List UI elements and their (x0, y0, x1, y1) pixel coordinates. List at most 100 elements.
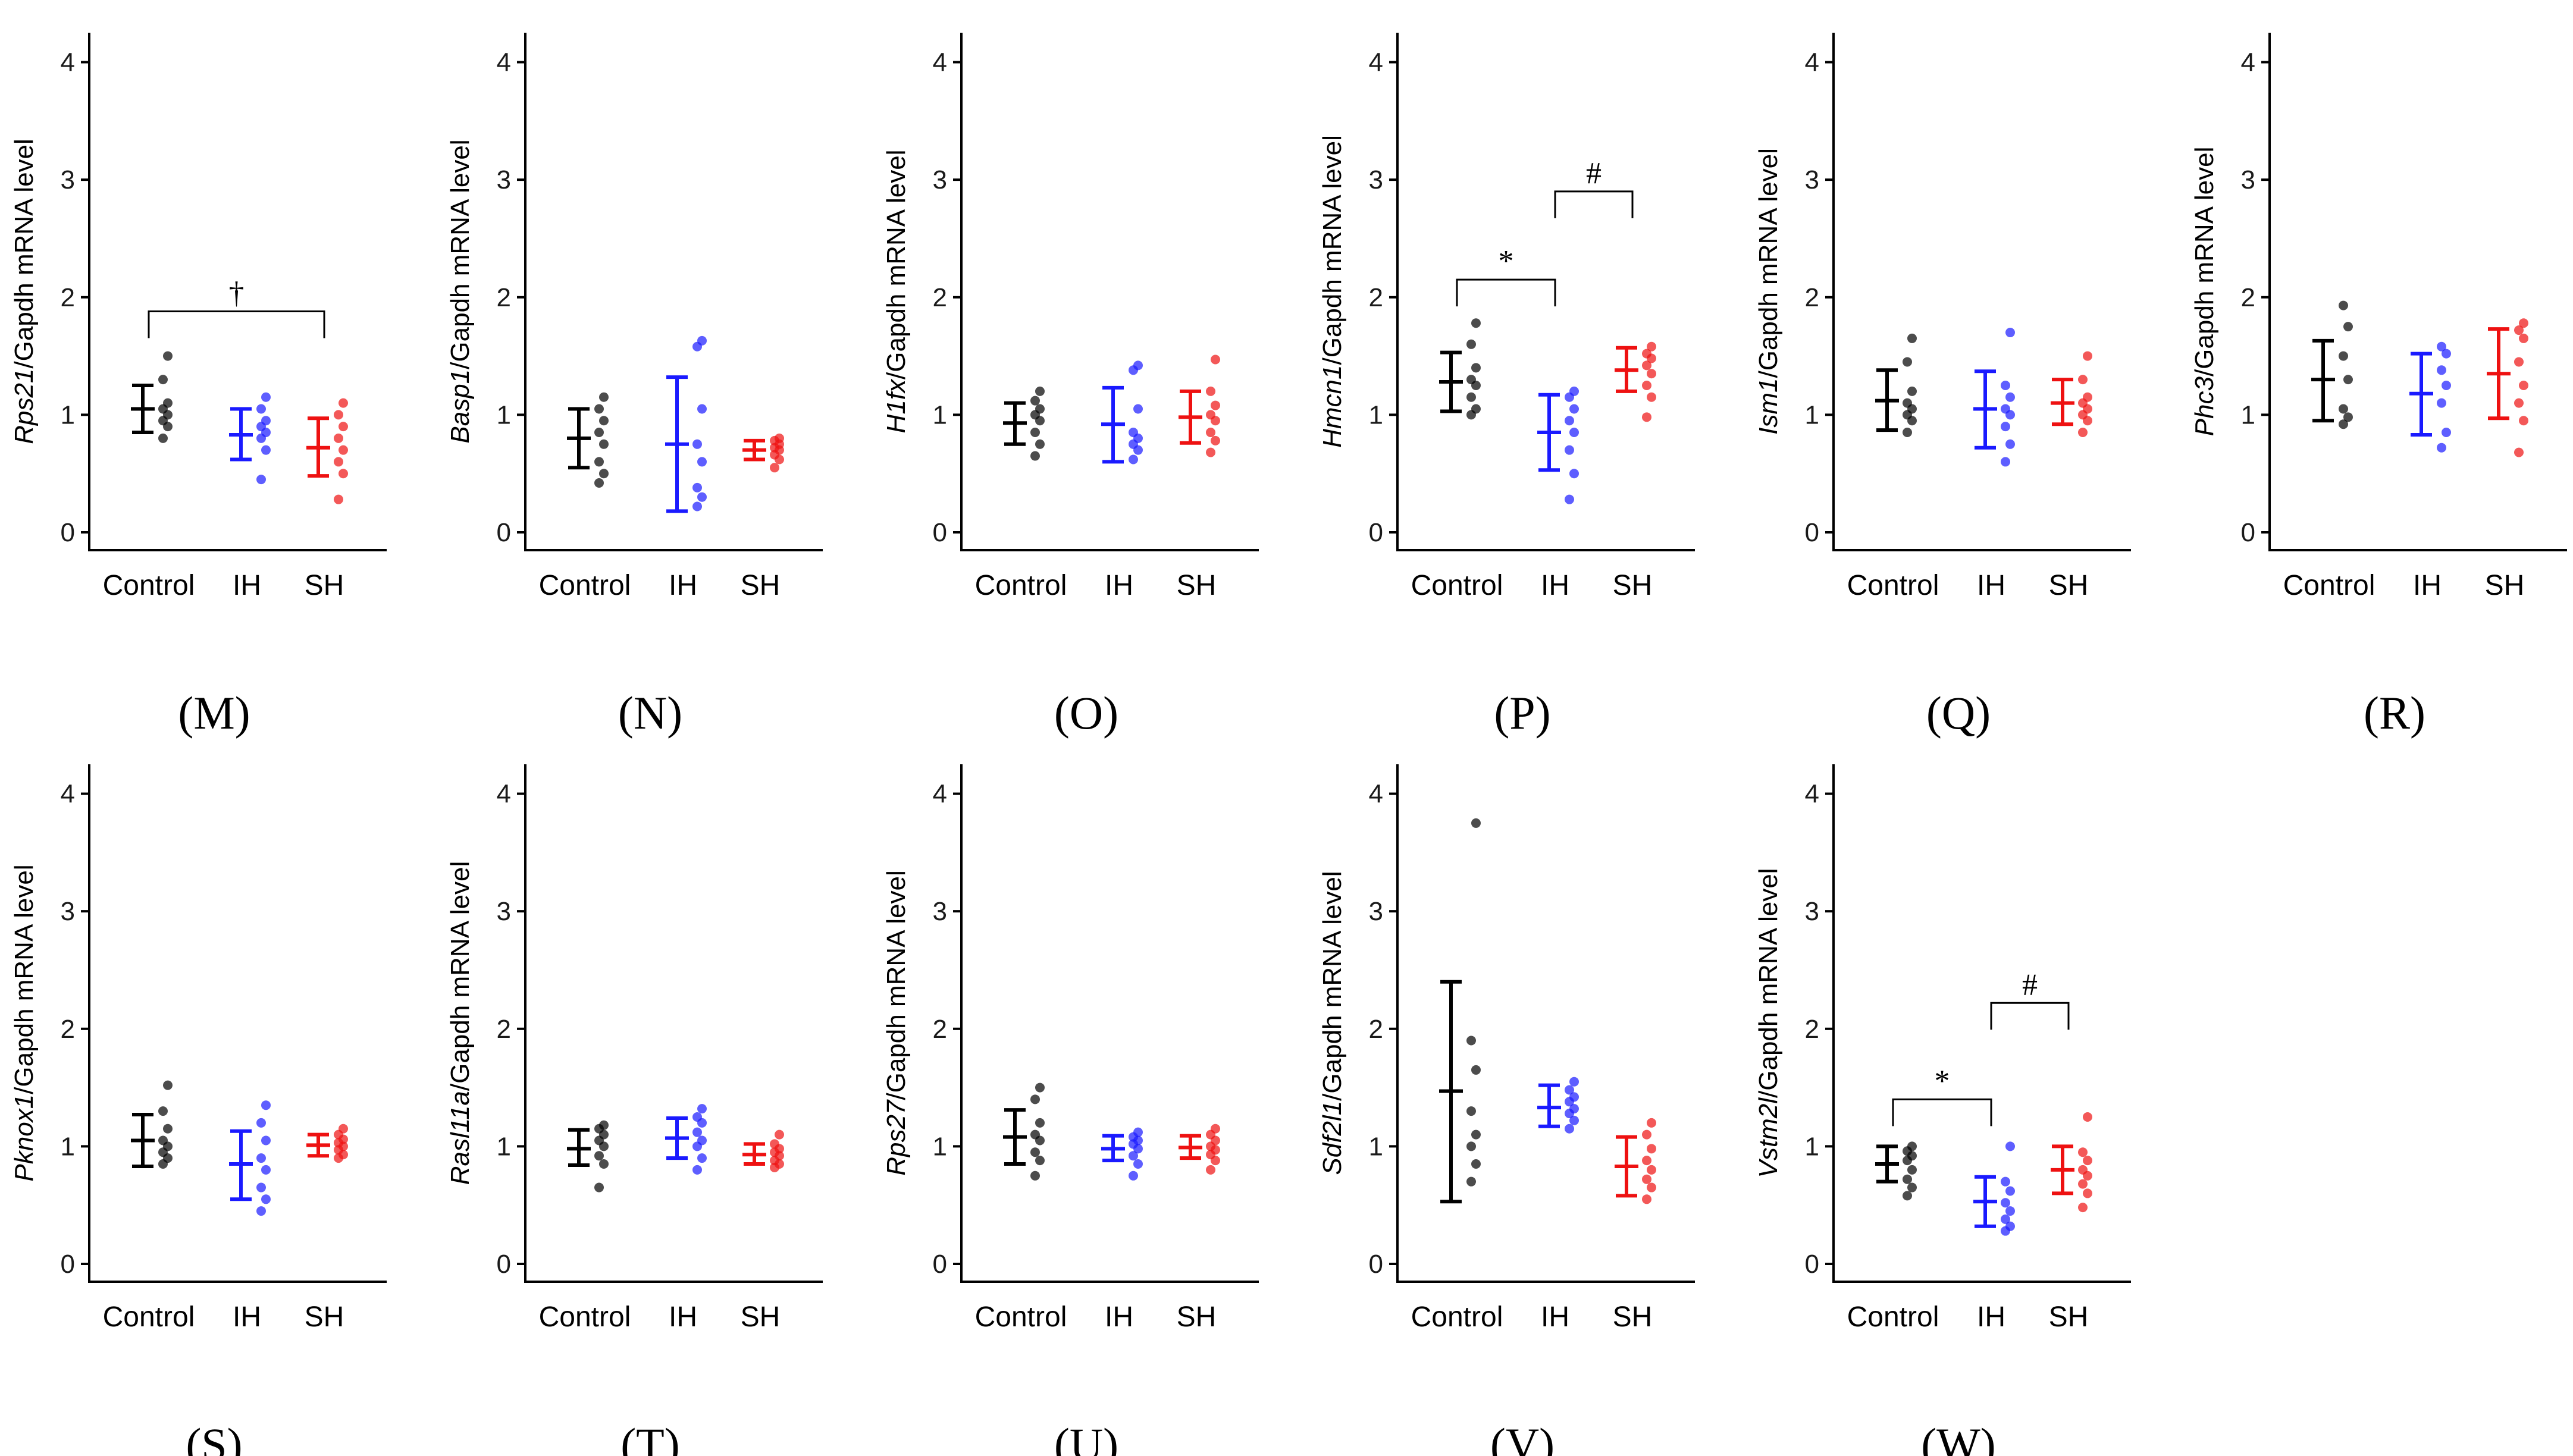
y-axis-suffix: /Gapdh mRNA level (10, 864, 39, 1094)
y-axis-gene: Rps21 (10, 369, 39, 444)
significance-marker: † (229, 276, 245, 310)
data-point (775, 1129, 784, 1140)
y-tick-label: 4 (1805, 780, 1819, 809)
y-tick-label: 4 (1369, 48, 1383, 77)
data-point (1129, 1171, 1138, 1181)
series-ih (1973, 1141, 2015, 1236)
data-point (2001, 404, 2010, 414)
y-tick-label: 1 (497, 400, 511, 429)
data-point (256, 475, 266, 485)
y-tick-label: 1 (1805, 1132, 1819, 1161)
y-tick-label: 0 (933, 518, 947, 547)
x-category-label: Control (2283, 570, 2375, 601)
y-axis-gene: H1fx (882, 378, 911, 433)
y-axis-label: Rasl11a/Gapdh mRNA level (446, 861, 475, 1185)
panel-label: (U) (1054, 1419, 1118, 1456)
data-point (1647, 1182, 1656, 1193)
data-point (1030, 451, 1040, 461)
panel-label: (V) (1490, 1419, 1555, 1456)
x-category-label: IH (1105, 1301, 1133, 1333)
y-tick-label: 1 (497, 1132, 511, 1161)
panel-rasl11a: 0 1 2 3 4 Control IH SH Rasl11a/Gapdh mRNA level… (446, 764, 823, 1456)
data-point (1907, 333, 1917, 343)
data-point (1206, 410, 1215, 420)
data-point (697, 457, 707, 467)
data-point (1569, 469, 1579, 479)
data-point (1907, 1182, 1917, 1193)
y-axis-suffix: /Gapdh mRNA level (1318, 135, 1347, 365)
data-point (692, 1127, 702, 1137)
y-tick-label: 3 (497, 897, 511, 926)
series-control (131, 351, 173, 443)
series-control (131, 1080, 173, 1169)
data-point (2339, 300, 2348, 310)
data-point (261, 1165, 271, 1175)
panel-phc3: 0 1 2 3 4 Control IH SH Phc3/Gapdh mRNA level (R) (2190, 33, 2567, 739)
data-point (1211, 400, 1220, 410)
data-point (697, 1153, 707, 1163)
data-point (692, 1112, 702, 1122)
y-tick-label: 0 (1369, 518, 1383, 547)
y-tick-label: 2 (1369, 283, 1383, 312)
data-point (1035, 386, 1045, 396)
significance-marker: # (1586, 156, 1602, 190)
y-tick-label: 1 (1369, 1132, 1383, 1161)
data-point (2078, 1203, 2088, 1213)
data-point (2005, 1186, 2015, 1196)
data-point (2005, 1206, 2015, 1216)
data-point (770, 463, 779, 473)
y-tick-label: 4 (61, 48, 75, 77)
data-point (775, 433, 784, 443)
x-category-label: IH (1541, 570, 1569, 601)
data-point (2442, 349, 2451, 359)
series-control (1439, 818, 1481, 1204)
data-point (2519, 318, 2528, 328)
data-point (1035, 1156, 1045, 1166)
series-ih (229, 1100, 271, 1216)
series-sh (1179, 1124, 1220, 1175)
x-category-label: IH (1977, 1301, 2005, 1333)
x-category-label: Control (1411, 570, 1503, 601)
data-point (2343, 322, 2353, 332)
significance-marker: # (2022, 968, 2038, 1002)
data-point (1569, 1115, 1579, 1125)
y-tick-label: 1 (1369, 400, 1383, 429)
y-tick-label: 0 (1805, 1250, 1819, 1279)
y-tick-label: 4 (1805, 48, 1819, 77)
data-point (1133, 1127, 1143, 1137)
series-sh (1179, 354, 1220, 457)
x-category-label: Control (1847, 570, 1939, 601)
data-point (2519, 416, 2528, 426)
data-point (256, 1182, 266, 1193)
y-tick-label: 3 (61, 165, 75, 194)
series-ih (2409, 341, 2451, 453)
data-point (2001, 1176, 2010, 1187)
y-tick-label: 2 (1805, 283, 1819, 312)
data-point (339, 398, 348, 408)
panel-label: (W) (1921, 1419, 1996, 1456)
series-ih (665, 335, 707, 513)
y-axis-gene: Hmcn1 (1318, 365, 1347, 448)
x-category-label: SH (2049, 1301, 2089, 1333)
series-control (1003, 1082, 1045, 1181)
y-axis-label: Basp1/Gapdh mRNA level (446, 139, 475, 443)
axis-lines (88, 764, 387, 1283)
x-category-label: Control (539, 570, 631, 601)
significance-bracket (1554, 190, 1634, 218)
x-category-label: IH (233, 1301, 261, 1333)
y-axis-suffix: /Gapdh mRNA level (882, 150, 911, 379)
y-axis-suffix: /Gapdh mRNA level (446, 139, 475, 369)
data-point (1466, 1176, 1476, 1187)
data-point (2519, 380, 2528, 390)
data-point (1642, 360, 1651, 371)
data-point (163, 398, 173, 408)
y-tick-label: 2 (61, 1015, 75, 1044)
data-point (261, 1100, 271, 1110)
data-point (2078, 1165, 2088, 1175)
data-point (1907, 1165, 1917, 1175)
data-point (1907, 386, 1917, 396)
axis-lines (88, 33, 387, 551)
data-point (1206, 1165, 1215, 1175)
data-point (339, 1124, 348, 1134)
